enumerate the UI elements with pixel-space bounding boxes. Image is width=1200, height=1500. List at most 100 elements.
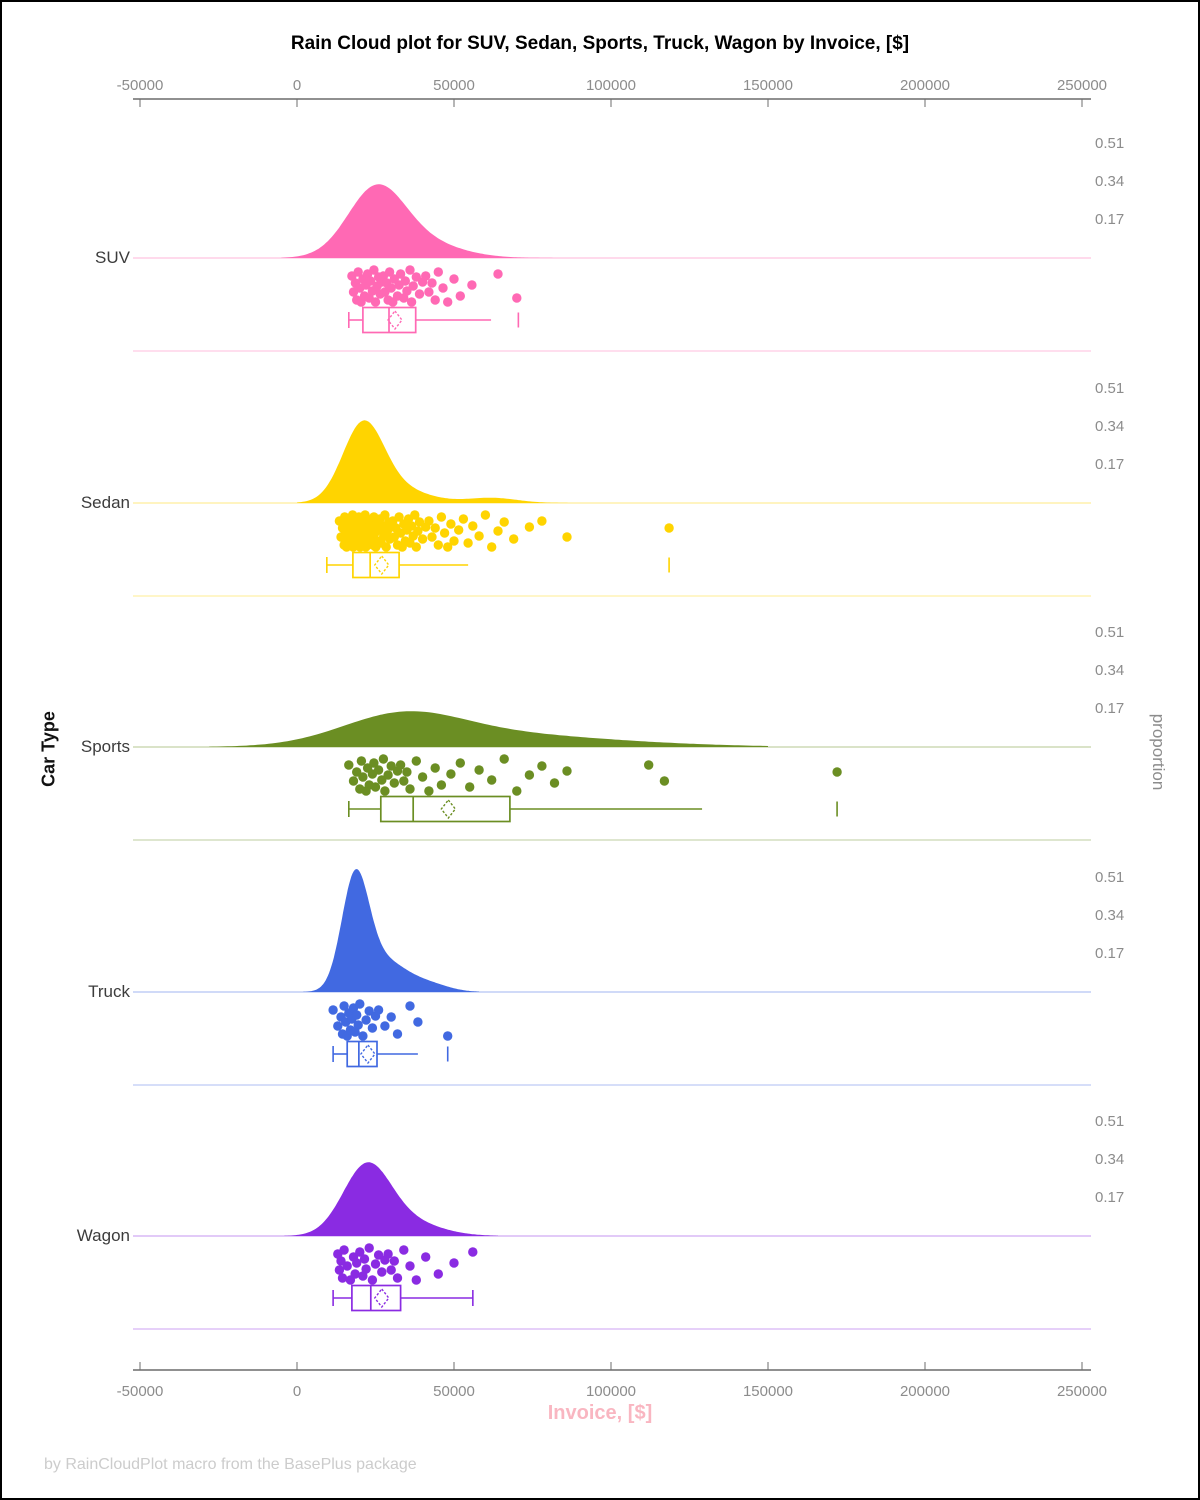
x-ticklabel-top: 200000 bbox=[899, 77, 951, 94]
scatter-point-truck bbox=[333, 1021, 343, 1031]
scatter-point-suv bbox=[365, 276, 376, 286]
scatter-point-suv bbox=[353, 267, 363, 277]
scatter-point-suv bbox=[438, 283, 448, 293]
scatter-point-sedan bbox=[380, 510, 390, 520]
x-ticklabel-top: 150000 bbox=[742, 77, 794, 94]
scatter-point-sports bbox=[348, 776, 359, 786]
scatter-point-sports bbox=[430, 763, 440, 773]
scatter-point-sedan bbox=[427, 532, 437, 542]
scatter-point-suv bbox=[421, 271, 431, 281]
scatter-point-sports bbox=[465, 782, 475, 792]
scatter-point-suv bbox=[443, 297, 453, 307]
scatter-point-suv bbox=[405, 265, 415, 275]
proportion-ticklabel: 0.51 bbox=[1095, 134, 1125, 152]
proportion-ticklabel: 0.17 bbox=[1095, 1188, 1125, 1206]
proportion-ticklabel: 0.34 bbox=[1095, 661, 1125, 679]
x-ticklabel-top: 50000 bbox=[433, 77, 475, 94]
scatter-point-sedan bbox=[411, 542, 421, 552]
scatter-point-sedan bbox=[480, 510, 491, 520]
proportion-ticklabel: 0.17 bbox=[1095, 699, 1125, 717]
x-ticklabel-bottom: -50000 bbox=[116, 1383, 164, 1400]
scatter-point-truck bbox=[353, 1020, 363, 1030]
box-sedan bbox=[352, 551, 400, 579]
scatter-point-sports bbox=[405, 784, 415, 794]
scatter-point-wagon bbox=[383, 1249, 393, 1259]
scatter-point-suv bbox=[408, 281, 418, 291]
scatter-point-sports bbox=[358, 772, 368, 782]
mean-diamond-wagon bbox=[373, 1287, 390, 1309]
scatter-point-sedan bbox=[424, 516, 434, 526]
scatter-point-sedan bbox=[664, 523, 674, 533]
x-ticklabel-top: 0 bbox=[292, 77, 302, 94]
category-label-wagon: Wagon bbox=[76, 1226, 130, 1245]
scatter-point-wagon bbox=[342, 1261, 352, 1271]
scatter-point-wagon bbox=[334, 1265, 345, 1275]
scatter-point-truck bbox=[392, 1029, 403, 1039]
scatter-point-suv bbox=[427, 278, 437, 288]
scatter-point-sports bbox=[370, 782, 381, 792]
scatter-point-sedan bbox=[537, 516, 547, 526]
scatter-point-suv bbox=[433, 267, 443, 277]
scatter-point-sports bbox=[395, 760, 406, 770]
scatter-point-sports bbox=[474, 765, 484, 775]
scatter-point-sedan bbox=[524, 522, 535, 532]
proportion-ticklabel: 0.34 bbox=[1095, 417, 1125, 435]
scatter-point-sedan bbox=[446, 519, 456, 529]
scatter-point-sports bbox=[499, 754, 509, 764]
x-ticklabel-bottom: 200000 bbox=[899, 1383, 951, 1400]
proportion-ticklabel: 0.17 bbox=[1095, 210, 1125, 228]
scatter-point-truck bbox=[405, 1001, 415, 1011]
scatter-point-truck bbox=[367, 1023, 378, 1033]
density-curve-suv bbox=[281, 184, 561, 258]
scatter-point-wagon bbox=[392, 1273, 403, 1283]
scatter-point-sports bbox=[436, 780, 447, 790]
scatter-point-wagon bbox=[421, 1252, 431, 1262]
scatter-point-sedan bbox=[474, 531, 484, 541]
scatter-point-sports bbox=[537, 761, 547, 771]
scatter-point-sports bbox=[524, 770, 535, 780]
scatter-point-sedan bbox=[454, 525, 464, 535]
category-label-truck: Truck bbox=[88, 982, 130, 1001]
scatter-point-wagon bbox=[350, 1269, 360, 1279]
scatter-point-wagon bbox=[386, 1265, 396, 1275]
scatter-point-sports bbox=[402, 767, 412, 777]
scatter-point-suv bbox=[449, 274, 459, 284]
scatter-point-sedan bbox=[436, 512, 447, 522]
scatter-point-sports bbox=[377, 775, 387, 785]
category-label-sedan: Sedan bbox=[80, 493, 130, 512]
proportion-ticklabel: 0.51 bbox=[1095, 868, 1125, 886]
scatter-point-wagon bbox=[411, 1275, 421, 1285]
scatter-point-suv bbox=[455, 291, 465, 301]
density-curve-truck bbox=[303, 869, 480, 992]
scatter-point-suv bbox=[512, 293, 522, 303]
scatter-point-wagon bbox=[359, 1254, 370, 1264]
scatter-point-sedan bbox=[487, 542, 497, 552]
scatter-point-sports bbox=[356, 756, 367, 766]
scatter-point-sedan bbox=[361, 542, 371, 552]
scatter-point-sports bbox=[399, 776, 409, 786]
scatter-point-sports bbox=[378, 754, 389, 764]
scatter-point-sports bbox=[383, 770, 393, 780]
scatter-point-sports bbox=[549, 778, 560, 788]
scatter-point-truck bbox=[350, 1027, 360, 1037]
density-curve-sedan bbox=[297, 420, 586, 503]
scatter-point-truck bbox=[373, 1005, 384, 1015]
scatter-point-wagon bbox=[339, 1245, 349, 1255]
proportion-ticklabel: 0.34 bbox=[1095, 172, 1125, 190]
scatter-point-suv bbox=[402, 286, 412, 296]
scatter-point-sedan bbox=[562, 532, 572, 542]
scatter-point-sedan bbox=[443, 542, 453, 552]
x-ticklabel-top: 250000 bbox=[1056, 77, 1108, 94]
scatter-point-truck bbox=[413, 1017, 423, 1027]
scatter-point-truck bbox=[443, 1031, 453, 1041]
x-ticklabel-top: 100000 bbox=[585, 77, 637, 94]
proportion-ticklabel: 0.34 bbox=[1095, 906, 1125, 924]
x-ticklabel-bottom: 250000 bbox=[1056, 1383, 1108, 1400]
scatter-point-truck bbox=[352, 1010, 362, 1020]
scatter-point-wagon bbox=[373, 1250, 384, 1260]
scatter-point-truck bbox=[364, 1006, 374, 1016]
scatter-point-suv bbox=[369, 265, 379, 275]
density-curve-wagon bbox=[284, 1162, 498, 1236]
proportion-ticklabel: 0.34 bbox=[1095, 1150, 1125, 1168]
